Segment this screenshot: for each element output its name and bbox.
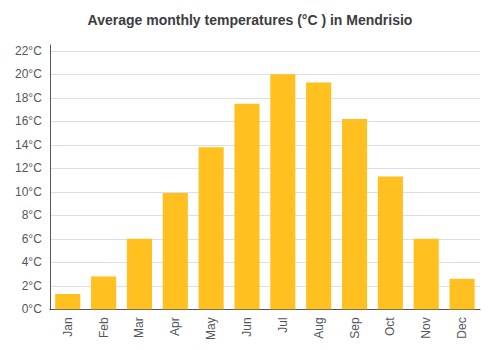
svg-text:4°C: 4°C bbox=[22, 255, 42, 269]
svg-text:May: May bbox=[204, 317, 218, 340]
svg-text:Jul: Jul bbox=[276, 317, 290, 332]
svg-text:Sep: Sep bbox=[348, 317, 362, 339]
svg-text:Jan: Jan bbox=[61, 317, 75, 336]
svg-text:Nov: Nov bbox=[419, 317, 433, 338]
svg-text:Aug: Aug bbox=[312, 317, 326, 338]
svg-text:20°C: 20°C bbox=[15, 67, 42, 81]
svg-text:Apr: Apr bbox=[168, 317, 182, 336]
svg-text:14°C: 14°C bbox=[15, 138, 42, 152]
svg-text:Average monthly temperatures (: Average monthly temperatures (°C ) in Me… bbox=[88, 12, 413, 28]
svg-text:22°C: 22°C bbox=[15, 44, 42, 58]
svg-text:10°C: 10°C bbox=[15, 185, 42, 199]
svg-text:2°C: 2°C bbox=[22, 279, 42, 293]
svg-text:12°C: 12°C bbox=[15, 161, 42, 175]
svg-text:6°C: 6°C bbox=[22, 232, 42, 246]
svg-text:Jun: Jun bbox=[240, 317, 254, 336]
svg-text:0°C: 0°C bbox=[22, 302, 42, 316]
svg-text:Oct: Oct bbox=[383, 317, 397, 336]
svg-text:18°C: 18°C bbox=[15, 91, 42, 105]
svg-text:16°C: 16°C bbox=[15, 114, 42, 128]
svg-text:Mar: Mar bbox=[132, 317, 146, 338]
svg-text:Feb: Feb bbox=[97, 317, 111, 338]
svg-text:8°C: 8°C bbox=[22, 208, 42, 222]
svg-text:Dec: Dec bbox=[455, 317, 469, 338]
